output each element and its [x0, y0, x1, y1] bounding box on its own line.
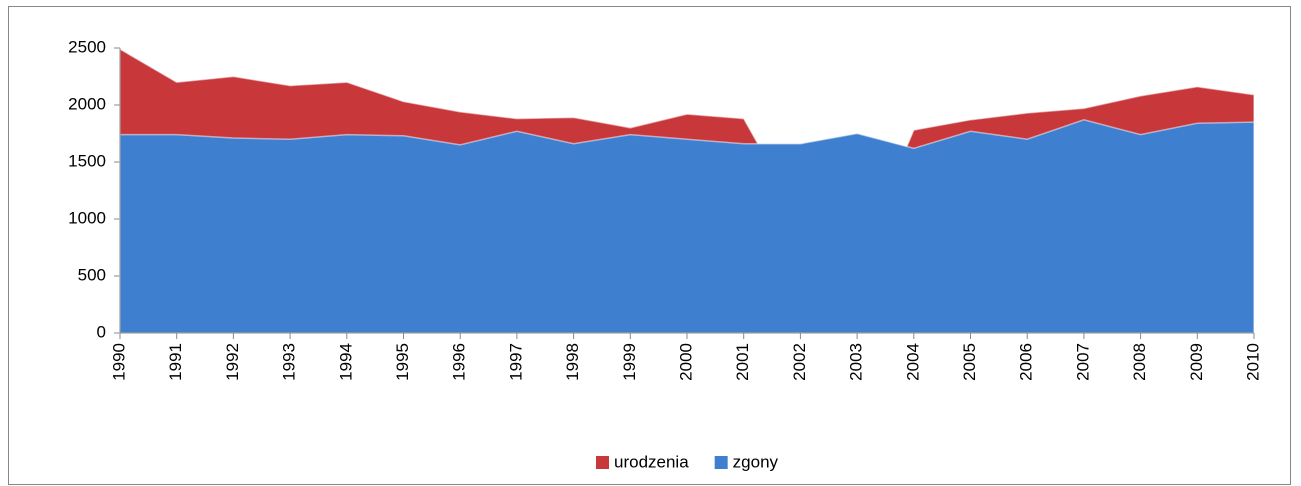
- x-tick-label: 1997: [506, 343, 525, 381]
- legend-swatch: [596, 456, 609, 469]
- x-tick-label: 1998: [563, 343, 582, 381]
- x-tick-label: 2003: [847, 343, 866, 381]
- y-tick-label: 2500: [68, 37, 106, 56]
- x-tick-label: 2005: [960, 343, 979, 381]
- x-tick-label: 1995: [393, 343, 412, 381]
- x-tick-label: 2010: [1243, 343, 1262, 381]
- x-tick-label: 1990: [109, 343, 128, 381]
- x-tick-label: 1993: [280, 343, 299, 381]
- y-tick-label: 500: [78, 265, 106, 284]
- y-tick-label: 2000: [68, 94, 106, 113]
- x-tick-label: 2004: [903, 343, 922, 381]
- legend-label: zgony: [733, 452, 779, 471]
- x-tick-label: 2001: [733, 343, 752, 381]
- x-tick-label: 2007: [1073, 343, 1092, 381]
- y-tick-label: 1500: [68, 151, 106, 170]
- y-tick-label: 0: [97, 322, 106, 341]
- x-tick-label: 2008: [1130, 343, 1149, 381]
- x-tick-label: 1992: [223, 343, 242, 381]
- legend-label: urodzenia: [614, 452, 689, 471]
- x-tick-label: 2002: [790, 343, 809, 381]
- x-tick-label: 2006: [1017, 343, 1036, 381]
- area: [119, 119, 1255, 334]
- x-tick-label: 2000: [676, 343, 695, 381]
- x-tick-label: 1999: [620, 343, 639, 381]
- x-tick-label: 1994: [336, 343, 355, 381]
- x-tick-label: 2009: [1187, 343, 1206, 381]
- x-tick-label: 1996: [450, 343, 469, 381]
- y-tick-label: 1000: [68, 208, 106, 227]
- legend-swatch: [714, 456, 728, 469]
- x-tick-label: 1991: [166, 343, 185, 381]
